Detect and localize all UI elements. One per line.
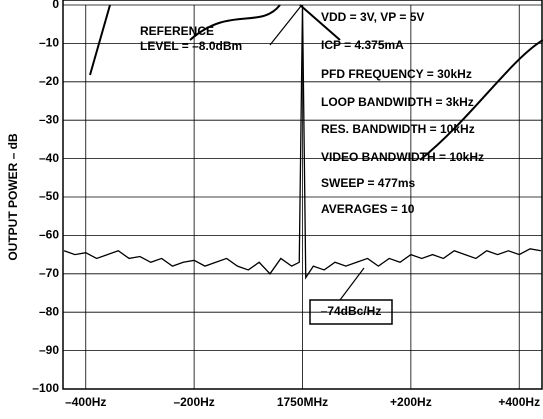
annotation: REFERENCE (140, 24, 214, 38)
annotation: LOOP BANDWIDTH = 3kHz (321, 95, 474, 109)
y-tick-label: –70 (39, 266, 59, 280)
annotation: VIDEO BANDWIDTH = 10kHz (321, 150, 484, 164)
y-tick-label: –20 (39, 74, 59, 88)
x-tick-label: +400Hz (498, 395, 540, 409)
y-tick-label: –90 (39, 343, 59, 357)
annotation: ICP = 4.375mA (321, 38, 404, 52)
y-tick-label: 0 (52, 0, 59, 11)
y-tick-label: –10 (39, 36, 59, 50)
chart: OUTPUT POWER – dB 0 –10 –20 –30 –40 –50 –60 –70… (0, 0, 543, 414)
y-tick-label: –100 (32, 381, 59, 395)
annotation: SWEEP = 477ms (321, 176, 415, 190)
annotation: RES. BANDWIDTH = 10kHz (321, 122, 475, 136)
annotation: AVERAGES = 10 (321, 202, 415, 216)
callout-arrow (340, 268, 364, 300)
y-axis-title: OUTPUT POWER – dB (6, 133, 20, 261)
x-tick-label: 1750MHz (277, 395, 328, 409)
x-tick-label: +200Hz (390, 395, 432, 409)
y-tick-label: –30 (39, 112, 59, 126)
annotation: PFD FREQUENCY = 30kHz (321, 67, 472, 81)
annotation: VDD = 3V, VP = 5V (321, 10, 424, 24)
y-tick-label: –60 (39, 228, 59, 242)
reference-arrow (270, 6, 301, 45)
annotation: LEVEL = –8.0dBm (140, 39, 242, 53)
y-tick-label: –40 (39, 151, 59, 165)
x-tick-label: –200Hz (173, 395, 214, 409)
y-tick-label: –80 (39, 304, 59, 318)
x-tick-label: –400Hz (65, 395, 106, 409)
y-tick-label: –50 (39, 189, 59, 203)
annotation: –74dBc/Hz (321, 304, 382, 318)
